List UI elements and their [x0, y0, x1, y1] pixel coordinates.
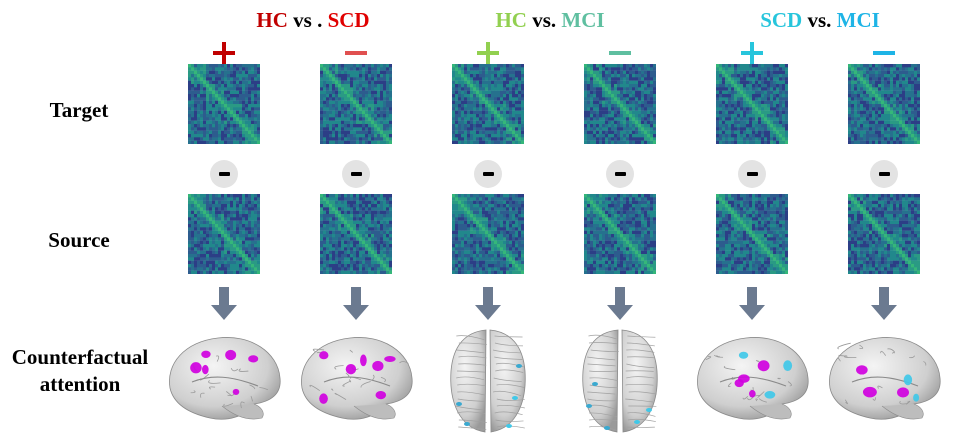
minus-operator-icon: [870, 160, 898, 188]
target-connectivity-matrix: [320, 64, 392, 144]
header-part: MCI: [561, 8, 605, 32]
header-part: SCD: [327, 8, 370, 32]
down-arrow-icon: [343, 287, 369, 320]
brain-lateral-view: [829, 337, 941, 420]
target-connectivity-matrix: [188, 64, 260, 144]
header-part: vs.: [526, 8, 562, 32]
brain-top-view: [450, 329, 526, 433]
minus-operator-icon: [210, 160, 238, 188]
source-connectivity-matrix: [716, 194, 788, 274]
header-scd-vs-mci: SCD vs. MCI: [720, 8, 920, 38]
minus-sign-icon: [345, 51, 367, 55]
minus-sign-icon: [873, 51, 895, 55]
header-part: vs.: [802, 8, 837, 32]
source-connectivity-matrix: [848, 194, 920, 274]
header-hc-vs-scd: HC vs . SCD: [208, 8, 418, 38]
header-part: MCI: [836, 8, 880, 32]
plus-sign-icon: [477, 42, 499, 64]
target-connectivity-matrix: [716, 64, 788, 144]
minus-operator-icon: [606, 160, 634, 188]
target-connectivity-matrix: [584, 64, 656, 144]
header-part: SCD: [760, 8, 803, 32]
brain-lateral-view: [169, 337, 281, 420]
row-label-target: Target: [49, 98, 109, 122]
source-connectivity-matrix: [320, 194, 392, 274]
brain-top-view: [582, 329, 658, 433]
down-arrow-icon: [607, 287, 633, 320]
source-connectivity-matrix: [584, 194, 656, 274]
minus-sign-icon: [609, 51, 631, 55]
down-arrow-icon: [871, 287, 897, 320]
down-arrow-icon: [211, 287, 237, 320]
down-arrow-icon: [475, 287, 501, 320]
brain-lateral-view: [697, 337, 809, 420]
target-connectivity-matrix: [452, 64, 524, 144]
header-part: vs .: [287, 8, 328, 32]
header-hc-vs-mci: HC vs. MCI: [450, 8, 650, 38]
row-label-counterfactual: Counterfactual: [11, 345, 149, 369]
minus-operator-icon: [474, 160, 502, 188]
target-connectivity-matrix: [848, 64, 920, 144]
source-connectivity-matrix: [452, 194, 524, 274]
minus-operator-icon: [342, 160, 370, 188]
row-label-source: Source: [48, 228, 110, 252]
source-connectivity-matrix: [188, 194, 260, 274]
header-part: HC: [495, 8, 527, 32]
down-arrow-icon: [739, 287, 765, 320]
minus-operator-icon: [738, 160, 766, 188]
plus-sign-icon: [213, 42, 235, 64]
brain-lateral-view: [301, 337, 413, 420]
row-label-attention: attention: [39, 372, 121, 396]
plus-sign-icon: [741, 42, 763, 64]
header-part: HC: [256, 8, 288, 32]
